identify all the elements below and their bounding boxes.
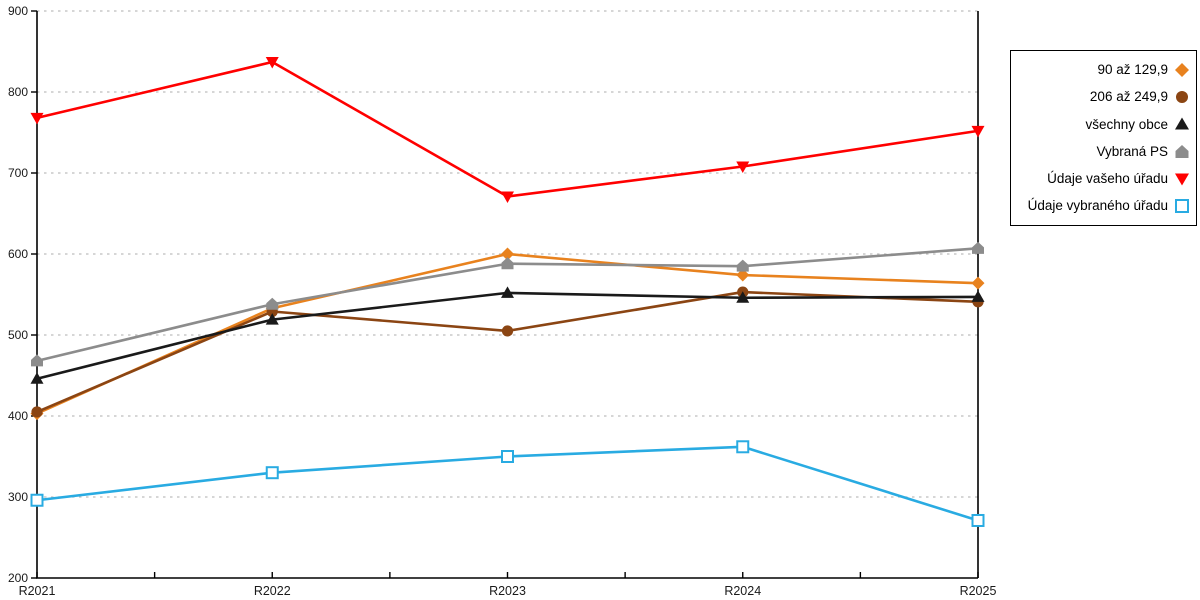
y-tick-label: 400 [8, 409, 28, 423]
y-tick-label: 600 [8, 247, 28, 261]
legend-label: všechny obce [1085, 116, 1168, 132]
x-tick-label: R2022 [254, 584, 291, 598]
marker-triangle-up [736, 291, 750, 303]
marker-square-open [736, 440, 750, 454]
marker-triangle-up [265, 313, 279, 325]
marker-diamond [736, 268, 750, 282]
y-tick-label: 200 [8, 571, 28, 585]
marker-pentagon [501, 257, 514, 270]
legend-label: Vybraná PS [1096, 143, 1168, 159]
marker-square-open [265, 466, 279, 480]
marker-triangle-up [30, 372, 44, 384]
legend-marker-circle-icon [1176, 91, 1188, 104]
x-tick-label: R2021 [19, 584, 56, 598]
y-tick-label: 300 [8, 490, 28, 504]
marker-circle [31, 406, 43, 418]
legend-marker-pentagon-icon [1175, 144, 1189, 158]
legend-marker-shape [1176, 91, 1188, 104]
x-tick-label: R2023 [489, 584, 526, 598]
legend-item-4: Údaje vašeho úřadu [1015, 166, 1190, 192]
legend-marker-diamond-icon [1175, 63, 1189, 77]
chart-legend: 90 až 129,9 206 až 249,9 všechny obce Vybra… [1010, 50, 1197, 226]
marker-triangle-down [736, 161, 750, 174]
legend-marker-triangle-down-icon [1175, 173, 1189, 186]
marker-diamond [501, 247, 514, 261]
series-line-1 [35, 290, 980, 414]
legend-label: Údaje vašeho úřadu [1047, 171, 1168, 186]
legend-item-2: všechny obce [1015, 111, 1190, 137]
marker-pentagon [266, 297, 279, 310]
legend-marker-shape [1175, 144, 1189, 158]
legend-item-0: 90 až 129,9 [1015, 57, 1190, 83]
series-line-4 [35, 60, 980, 198]
marker-square-open [971, 513, 985, 527]
y-tick-label: 500 [8, 328, 28, 342]
legend-marker-shape [1175, 173, 1189, 186]
marker-square-open [501, 450, 514, 463]
legend-item-3: Vybraná PS [1015, 139, 1190, 165]
marker-triangle-down [971, 125, 985, 138]
marker-triangle-up [501, 286, 514, 298]
marker-pentagon [31, 354, 43, 367]
legend-marker-triangle-up-icon [1175, 117, 1189, 130]
marker-circle [501, 325, 514, 337]
marker-pentagon [972, 241, 984, 254]
legend-item-1: 206 až 249,9 [1015, 84, 1190, 110]
y-tick-label: 800 [8, 85, 28, 99]
y-tick-label: 900 [8, 4, 28, 18]
legend-label: 90 až 129,9 [1097, 62, 1168, 78]
legend-label: 206 až 249,9 [1089, 89, 1168, 105]
legend-marker-shape [1175, 117, 1189, 130]
legend-marker-shape [1175, 63, 1189, 77]
x-tick-label: R2025 [960, 584, 997, 598]
marker-triangle-down [501, 191, 514, 203]
x-tick-label: R2024 [724, 584, 761, 598]
marker-square-open [30, 493, 44, 507]
legend-marker-shape [1175, 198, 1189, 213]
marker-triangle-up [971, 290, 985, 302]
legend-marker-square-open-icon [1175, 198, 1189, 213]
marker-triangle-down [265, 57, 279, 69]
marker-diamond [971, 276, 985, 290]
y-tick-label: 700 [8, 166, 28, 180]
legend-label: Údaje vybraného úřadu [1027, 198, 1168, 214]
legend-item-5: Údaje vybraného úřadu [1015, 193, 1190, 219]
marker-pentagon [736, 259, 749, 272]
marker-triangle-down [30, 112, 44, 125]
